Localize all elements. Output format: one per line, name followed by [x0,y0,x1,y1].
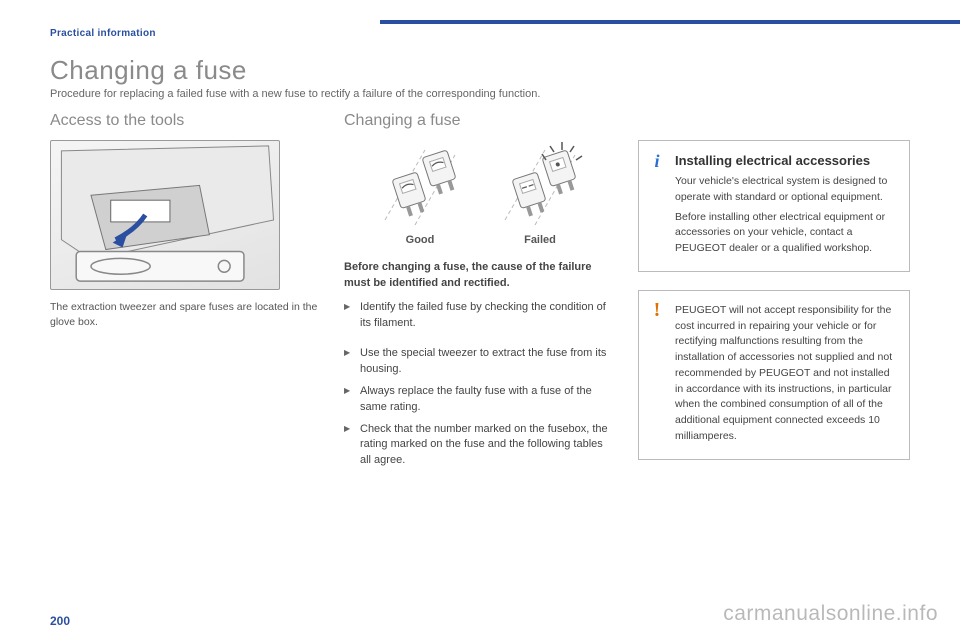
step-2: Use the special tweezer to extract the f… [344,346,616,378]
warning-box: ! PEUGEOT will not accept responsibility… [638,290,910,460]
content-columns: Access to the tools The extraction t [50,112,910,478]
col-sidebar: i Installing electrical accessories Your… [638,112,910,478]
fuse-failed-illustration [490,140,590,230]
fuse-good-illustration [370,140,470,230]
step-4: Check that the number marked on the fuse… [344,422,616,470]
info-box-accessories: i Installing electrical accessories Your… [638,140,910,272]
heading-access-tools: Access to the tools [50,112,322,130]
info-p1: Your vehicle's electrical system is desi… [675,174,895,206]
step-list-2: Use the special tweezer to extract the f… [344,346,616,470]
changing-intro: Before changing a fuse, the cause of the… [344,260,616,292]
step-3: Always replace the faulty fuse with a fu… [344,384,616,416]
running-head: Practical information [50,28,910,39]
header-rule [380,20,960,24]
info-p2: Before installing other electrical equip… [675,210,895,257]
info-title: Installing electrical accessories [675,153,895,168]
col-changing-fuse: Changing a fuse [344,112,616,478]
info-icon: i [647,151,667,171]
page-title: Changing a fuse [50,55,910,86]
figure-glovebox [50,140,280,290]
label-fuse-failed: Failed [490,234,590,246]
manual-page: Practical information Changing a fuse Pr… [0,0,960,640]
glovebox-illustration [51,141,279,289]
step-1: Identify the failed fuse by checking the… [344,300,616,332]
caption-glovebox: The extraction tweezer and spare fuses a… [50,300,322,329]
warning-text: PEUGEOT will not accept responsibility f… [675,303,895,445]
fuse-illustration-row [344,140,616,230]
page-subtitle: Procedure for replacing a failed fuse wi… [50,88,910,100]
step-list: Identify the failed fuse by checking the… [344,300,616,332]
watermark: carmanualsonline.info [723,602,938,626]
heading-changing-fuse: Changing a fuse [344,112,616,130]
col-access-tools: Access to the tools The extraction t [50,112,322,478]
page-number: 200 [50,614,70,628]
label-fuse-good: Good [370,234,470,246]
warning-icon: ! [647,301,667,321]
fuse-label-row: Good Failed [344,234,616,246]
